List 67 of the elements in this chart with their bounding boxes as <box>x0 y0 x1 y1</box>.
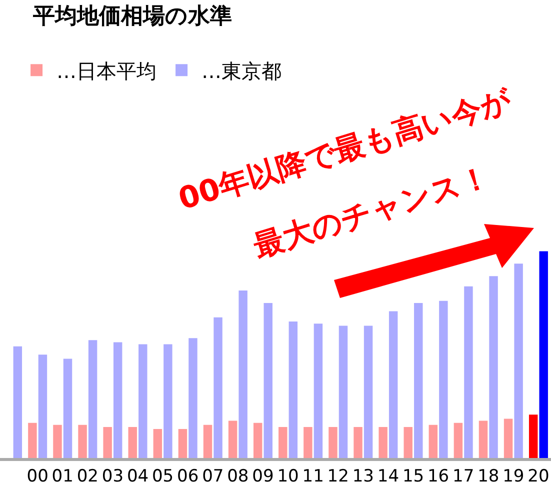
bar <box>38 354 48 458</box>
bar <box>378 426 388 458</box>
bar <box>103 426 112 458</box>
x-tick-label: 07 <box>202 466 224 486</box>
x-tick-label: 17 <box>452 466 474 486</box>
x-tick-label: 11 <box>302 466 324 486</box>
x-tick-label: 19 <box>502 466 524 486</box>
bar <box>489 276 498 458</box>
bar <box>188 338 198 458</box>
bar <box>113 342 122 458</box>
bar <box>439 300 448 458</box>
bar <box>288 322 298 458</box>
bar <box>464 286 473 458</box>
x-tick-label: 18 <box>478 466 500 486</box>
x-tick-label: 05 <box>152 466 174 486</box>
x-tick-label: 15 <box>402 466 424 486</box>
x-tick-label: 04 <box>126 466 149 486</box>
bar <box>314 324 323 458</box>
bar <box>253 422 262 458</box>
legend-label: …日本平均 <box>56 58 157 83</box>
x-tick-label: 13 <box>352 466 374 486</box>
bar <box>164 344 172 458</box>
bar <box>414 302 423 458</box>
x-tick-label: 20 <box>528 466 550 486</box>
bar <box>338 326 348 458</box>
bar <box>178 429 188 458</box>
bar <box>13 346 22 458</box>
x-tick-label: 01 <box>52 466 74 486</box>
x-tick-label: 02 <box>76 466 98 486</box>
bar <box>63 358 72 458</box>
x-tick-label: 09 <box>252 466 274 486</box>
bar <box>238 290 248 458</box>
bar <box>514 264 523 458</box>
bar <box>504 418 513 458</box>
bar <box>478 420 488 458</box>
bar <box>78 424 87 458</box>
x-tick-label: 14 <box>377 466 400 486</box>
bar <box>528 414 538 458</box>
bar <box>138 344 148 458</box>
bar <box>228 420 238 458</box>
x-tick-label: 03 <box>102 466 124 486</box>
bar <box>388 311 398 458</box>
bar <box>203 424 212 458</box>
legend-label: …東京都 <box>202 58 282 83</box>
x-tick-label: 08 <box>227 466 249 486</box>
x-tick-label: 06 <box>177 466 199 486</box>
bar <box>264 302 272 458</box>
bar <box>53 424 62 458</box>
bar <box>304 426 312 458</box>
bar <box>128 426 137 458</box>
bar <box>454 422 463 458</box>
bar <box>214 317 222 458</box>
bar <box>354 426 362 458</box>
bar <box>28 422 37 458</box>
x-tick-label: 00 <box>26 466 48 486</box>
bar <box>88 340 98 458</box>
x-tick-label: 12 <box>327 466 349 486</box>
bar <box>539 251 548 458</box>
x-tick-label: 16 <box>427 466 450 486</box>
x-tick-label: 10 <box>277 466 299 486</box>
bar <box>364 326 373 458</box>
bar <box>153 429 162 458</box>
chart-title: 平均地価相場の水準 <box>32 4 232 29</box>
bar <box>278 426 288 458</box>
bar <box>428 424 438 458</box>
bar <box>404 426 412 458</box>
bar <box>328 426 338 458</box>
